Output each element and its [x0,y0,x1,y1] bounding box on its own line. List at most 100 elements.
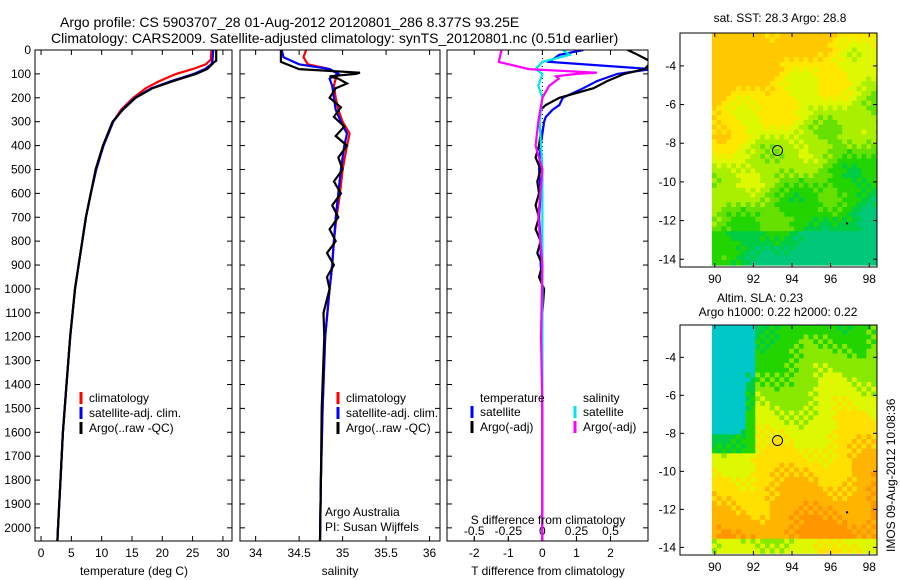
map-cell [789,519,795,526]
map-cell [866,129,872,136]
map-cell [779,66,785,73]
x-tick-label: 34 [249,546,263,560]
map-cell [731,255,737,261]
map-cell [755,434,761,440]
map-cell [866,260,872,266]
map-cell [784,153,790,160]
map-cell [798,420,805,426]
map-cell [866,221,872,227]
map-cell [803,57,809,63]
map-cell [765,62,771,68]
map-cell [861,524,867,530]
map-cell [818,401,824,407]
map-cell [745,538,752,545]
map-cell [726,500,732,507]
map-cell [798,377,805,383]
map-cell [769,377,776,383]
map-cell [808,124,814,131]
map-cell [731,182,737,189]
map-cell [842,434,848,440]
map-cell [765,339,771,345]
map-cell [736,202,742,208]
map-cell [769,477,776,483]
map-cell [755,477,761,483]
map-cell [779,37,785,44]
map-cell [813,182,819,189]
map-cell [726,76,732,82]
map-cell [813,429,819,435]
map-cell [765,401,771,407]
map-cell [837,496,843,502]
map-cell [856,486,863,492]
map-cell [798,168,805,174]
map-cell [711,202,718,208]
map-cell [871,197,877,203]
map-cell [755,95,761,102]
map-cell [808,139,814,145]
map-cell [760,548,766,554]
map-cell [808,115,814,121]
map-cell [803,42,809,49]
map-cell [837,519,843,526]
map-cell [871,33,877,39]
map-cell [745,81,752,87]
map-cell [765,245,771,252]
map-cell [827,358,834,364]
map-cell [731,71,737,78]
map-cell [769,363,776,369]
map-cell [822,405,829,412]
map-cell [769,33,776,39]
map-cell [866,467,872,473]
map-cell [789,481,795,488]
map-cell [794,42,800,49]
map-cell [740,37,747,44]
map-cell [789,491,795,497]
map-cell [866,519,872,526]
map-cell [745,240,752,247]
map-cell [803,173,809,179]
map-cell [798,226,805,232]
map-cell [856,100,863,107]
map-cell [765,187,771,194]
map-cell [827,110,834,116]
map-cell [794,458,800,464]
map-cell [847,236,853,242]
map-cell [745,410,752,416]
map-cell [827,486,834,492]
map-cell [856,334,863,340]
map-cell [769,529,776,535]
map-cell [856,153,863,160]
map-cell [851,405,858,412]
map-cell [711,453,718,459]
map-cell [789,192,795,198]
map-cell [779,548,785,554]
map-cell [745,91,752,97]
map-cell [808,47,814,53]
map-cell [765,71,771,78]
map-cell [721,178,727,184]
map-cell [736,207,742,213]
map-cell [711,386,718,393]
map-cell [803,439,809,445]
x-tick-label: 90 [708,272,722,286]
map-cell [837,325,843,331]
map-cell [721,144,727,150]
map-cell [740,543,747,549]
map-cell [760,510,766,516]
map-cell [721,37,727,44]
map-cell [808,538,814,545]
map-cell [871,477,877,483]
map-cell [813,524,819,530]
map-cell [745,510,752,516]
map-cell [774,353,780,359]
map-cell [750,105,756,111]
map-cell [726,37,732,44]
map-cell [740,245,747,252]
map-cell [716,62,723,68]
map-cell [779,52,785,58]
map-cell [784,245,790,252]
map-cell [856,86,863,92]
map-cell [750,231,756,237]
map-cell [745,129,752,136]
